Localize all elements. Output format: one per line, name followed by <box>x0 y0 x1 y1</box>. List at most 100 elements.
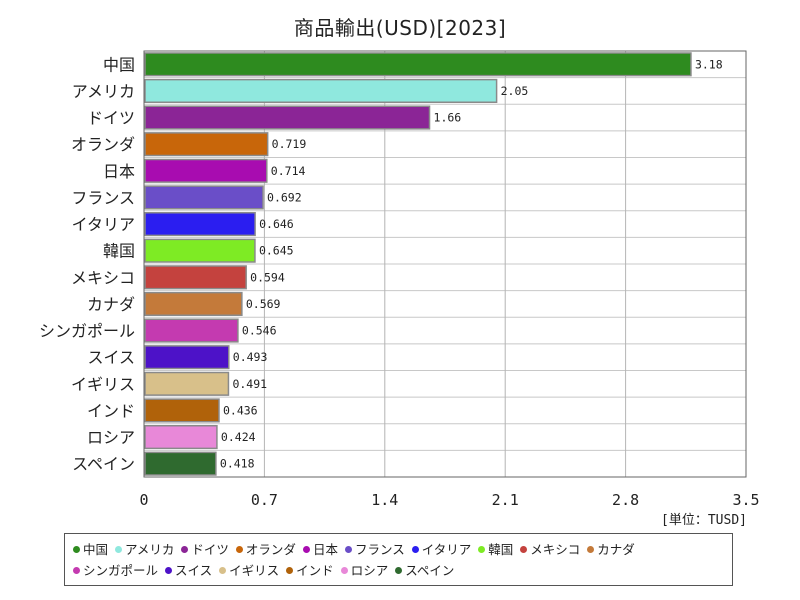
x-tick-label: 2.8 <box>612 491 639 509</box>
legend-label: ドイツ <box>191 542 229 557</box>
legend-item: 中国 <box>73 539 108 560</box>
legend-item: アメリカ <box>115 539 174 560</box>
value-label: 3.18 <box>695 57 723 71</box>
legend-marker <box>165 567 173 574</box>
bar <box>144 371 230 396</box>
legend-label: シンガポール <box>83 563 159 578</box>
legend-marker <box>520 546 528 553</box>
category-label: カナダ <box>87 295 135 314</box>
value-label: 0.493 <box>233 350 268 364</box>
value-label: 0.692 <box>267 190 302 204</box>
x-tick-label: 2.1 <box>492 491 519 509</box>
value-label: 0.569 <box>246 297 281 311</box>
value-label: 0.645 <box>259 244 294 258</box>
legend: 中国 アメリカ ドイツ オランダ 日本 フランス イタリア 韓国 メキシコ カナダシンガポール スイ… <box>64 533 733 586</box>
category-label: 韓国 <box>103 242 135 261</box>
legend-marker <box>478 546 486 553</box>
legend-label: 韓国 <box>488 542 514 557</box>
bar-layer <box>144 52 692 476</box>
value-label: 0.491 <box>232 377 267 391</box>
legend-label: ロシア <box>350 563 389 578</box>
legend-marker <box>411 546 419 553</box>
category-label: イタリア <box>72 215 135 234</box>
label-layer: 0 0.7 1.4 2.1 2.8 3.5 中国 3.18 アメリカ 2.05 ドイツ 1.66 オラン… <box>39 55 760 509</box>
x-tick-label: 0 <box>139 491 148 509</box>
chart-title: 商品輸出(USD)[2023] <box>293 16 507 40</box>
legend-item: オランダ <box>235 539 296 560</box>
legend-item: スイス <box>165 560 212 581</box>
legend-marker <box>587 546 595 553</box>
category-label: ドイツ <box>87 109 135 128</box>
legend-item: インド <box>286 560 334 581</box>
category-label: フランス <box>71 188 135 207</box>
legend-item: フランス <box>344 539 405 560</box>
category-label: 日本 <box>103 162 135 181</box>
bar <box>144 132 269 157</box>
legend-label: カナダ <box>597 542 635 557</box>
legend-item: ロシア <box>340 560 389 581</box>
value-label: 1.66 <box>434 111 462 125</box>
category-label: シンガポール <box>39 322 135 341</box>
category-label: メキシコ <box>71 268 135 287</box>
legend-label: インド <box>296 563 334 578</box>
category-label: アメリカ <box>72 82 135 101</box>
category-label: スイス <box>87 348 135 367</box>
legend-item: イギリス <box>219 560 279 581</box>
category-label: オランダ <box>71 135 135 154</box>
category-label: 中国 <box>103 55 135 74</box>
legend-marker <box>286 567 294 574</box>
bar <box>144 238 256 263</box>
category-label: ロシア <box>87 428 135 447</box>
legend-item: カナダ <box>587 539 635 560</box>
legend-item: 韓国 <box>478 539 513 560</box>
legend-label: メキシコ <box>530 542 581 557</box>
legend-marker <box>73 567 80 574</box>
legend-label: 中国 <box>83 542 109 557</box>
x-tick-label: 0.7 <box>251 491 278 509</box>
value-label: 0.546 <box>242 324 277 338</box>
legend-label: アメリカ <box>125 542 175 557</box>
legend-label: イギリス <box>229 563 280 578</box>
plot-frame <box>143 50 747 478</box>
value-label: 0.719 <box>272 137 307 151</box>
bar <box>144 398 220 423</box>
legend-marker <box>344 546 352 553</box>
legend-label: スイス <box>175 563 213 578</box>
value-label: 0.646 <box>259 217 294 231</box>
value-label: 0.418 <box>220 457 255 471</box>
legend-marker <box>219 567 227 574</box>
bar <box>144 265 247 290</box>
bar <box>144 291 243 316</box>
legend-item: ドイツ <box>181 539 229 560</box>
legend-label: イタリア <box>421 542 472 557</box>
bar <box>144 345 230 370</box>
legend-marker <box>115 546 123 553</box>
legend-item: イタリア <box>411 539 472 560</box>
category-label: スペイン <box>72 455 135 474</box>
bar <box>144 78 498 103</box>
legend-label: フランス <box>354 542 405 557</box>
value-label: 2.05 <box>501 84 529 98</box>
x-tick-label: 3.5 <box>732 491 759 509</box>
bar <box>144 425 218 450</box>
bar <box>144 451 217 476</box>
legend-marker <box>395 567 403 574</box>
bar <box>144 105 431 130</box>
bar <box>144 52 692 77</box>
legend-marker <box>73 546 80 553</box>
legend-item: メキシコ <box>520 539 580 560</box>
category-label: イギリス <box>71 375 135 394</box>
bar <box>144 212 256 237</box>
value-label: 0.714 <box>271 164 306 178</box>
bar <box>144 318 239 343</box>
legend-label: 日本 <box>312 542 338 557</box>
legend-item: シンガポール <box>73 560 158 581</box>
value-label: 0.424 <box>221 430 256 444</box>
value-label: 0.436 <box>223 403 258 417</box>
category-label: インド <box>87 401 135 420</box>
bar <box>144 185 264 210</box>
legend-item: スペイン <box>395 560 454 581</box>
legend-label: オランダ <box>245 542 296 557</box>
legend-marker <box>235 546 243 553</box>
